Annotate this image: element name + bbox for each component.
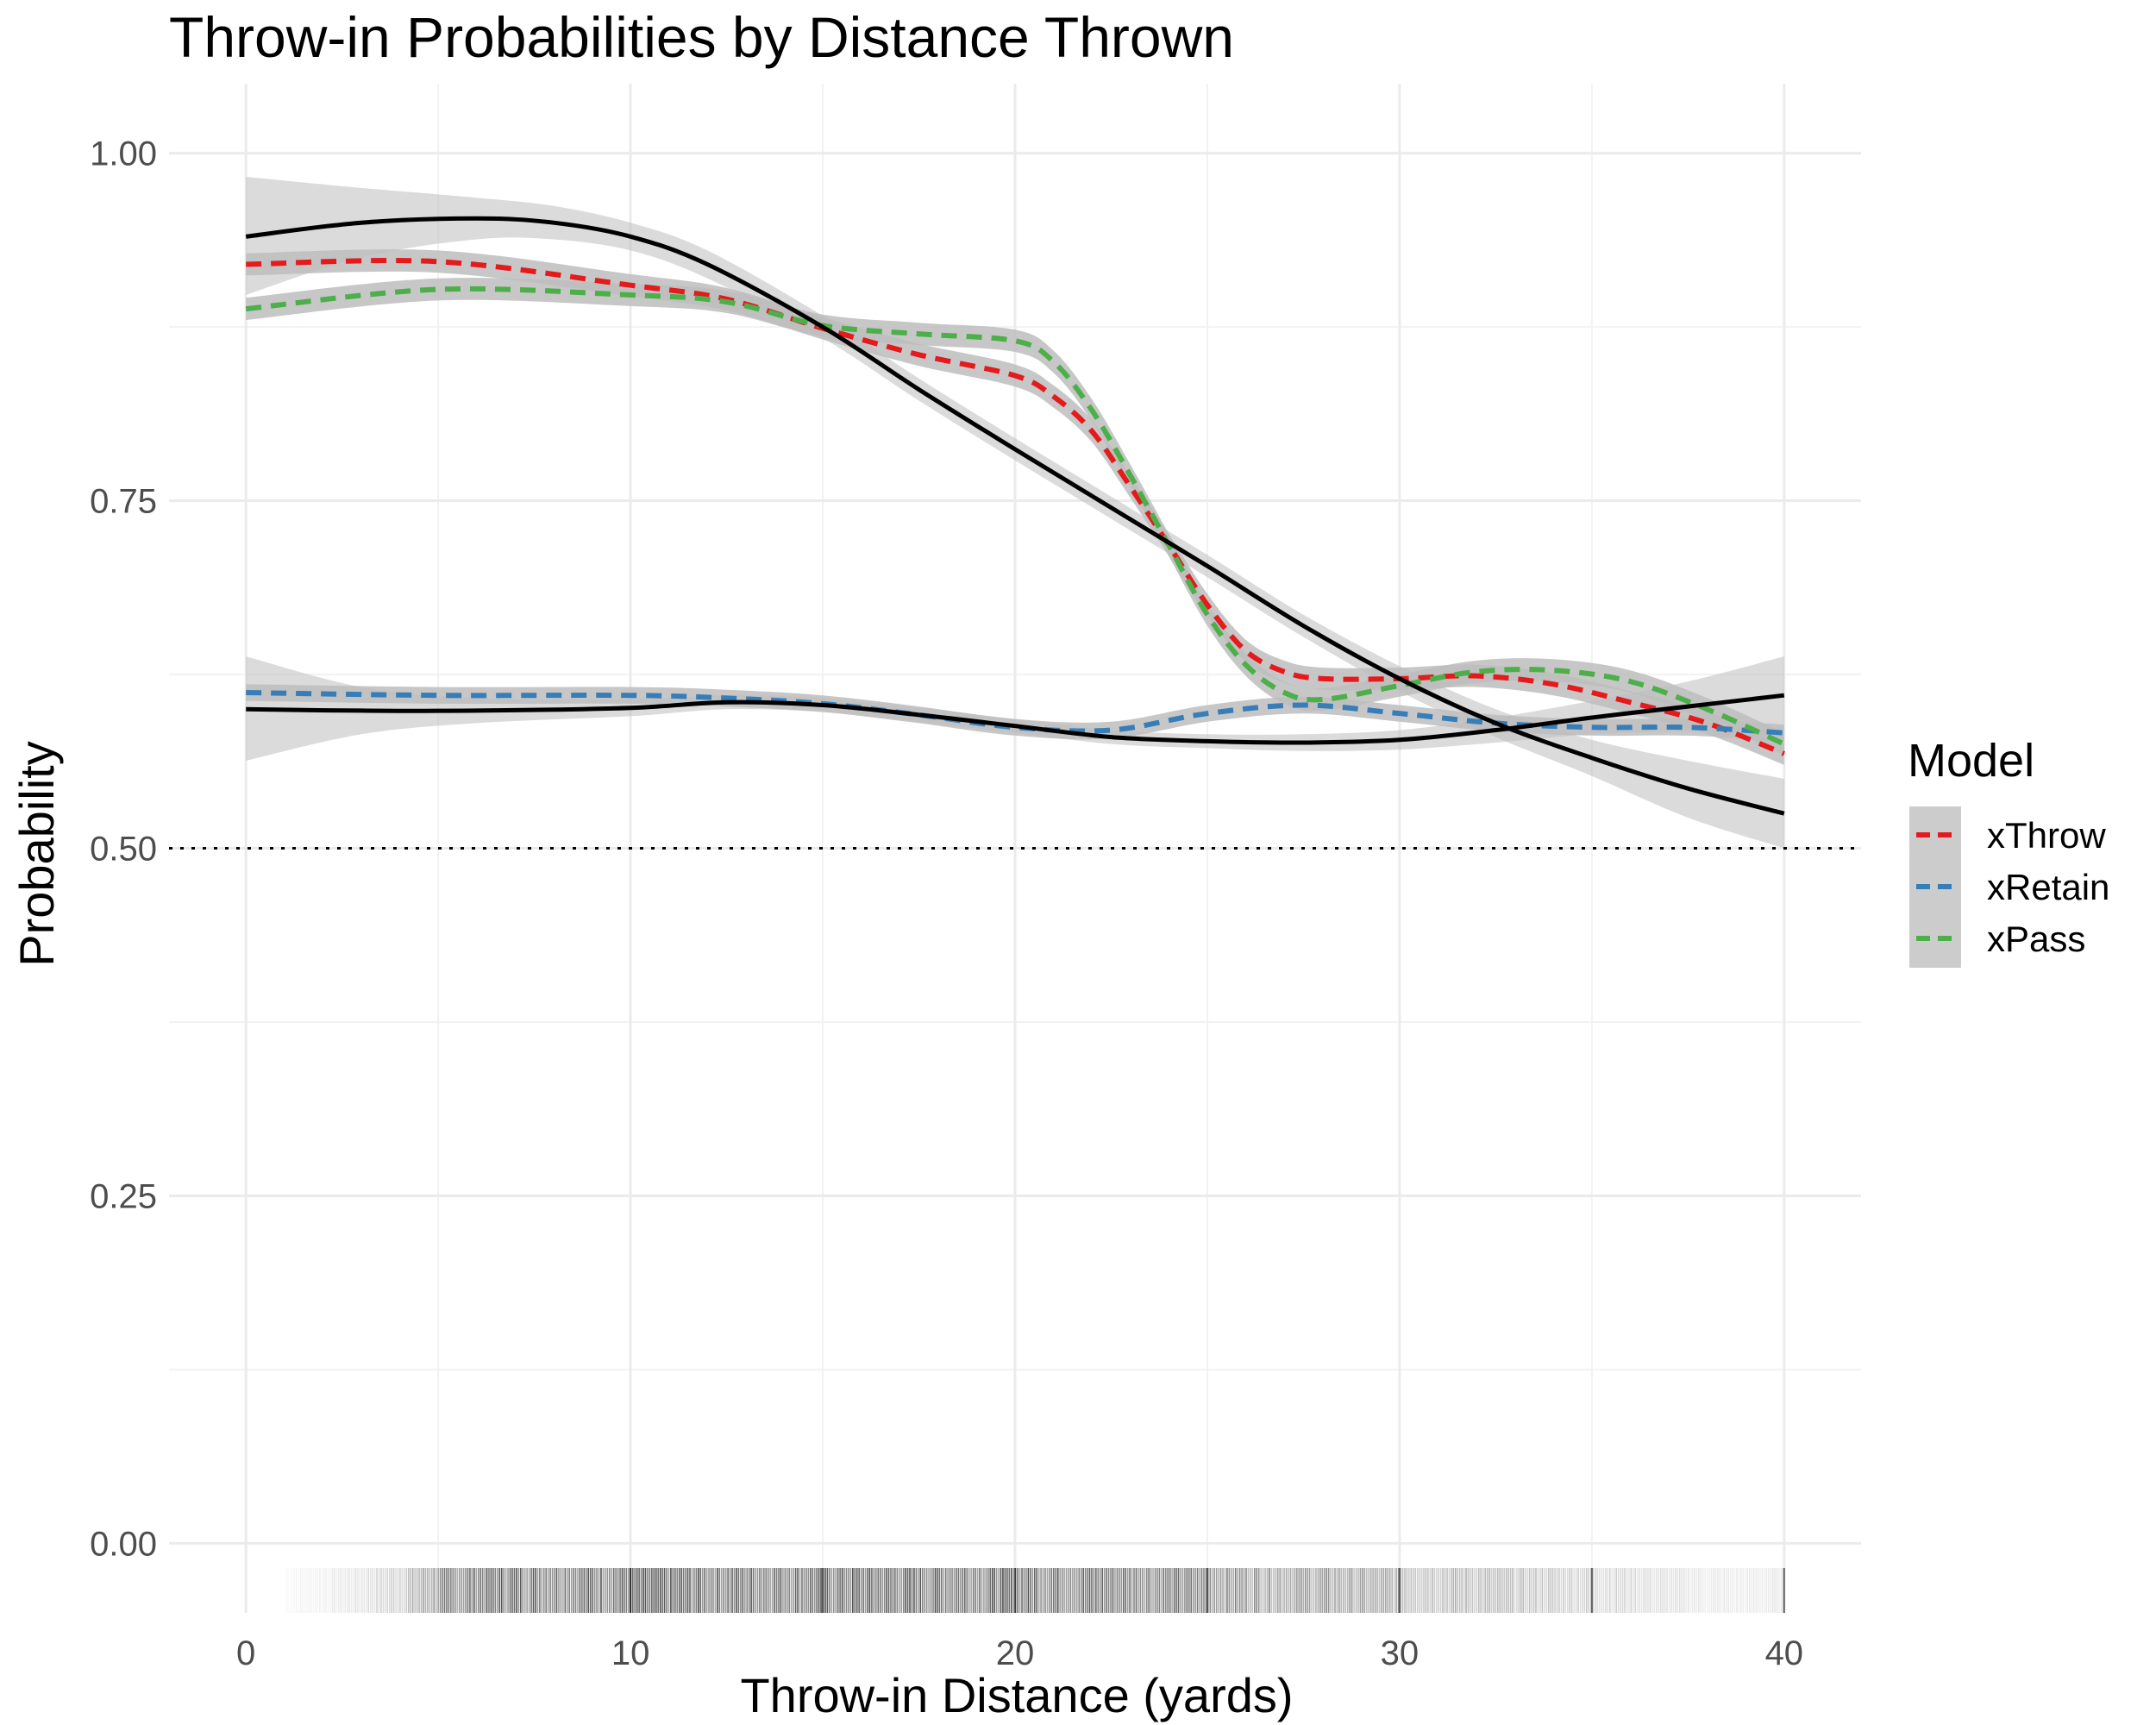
y-tick-label: 1.00 [90,135,157,173]
legend: Model xThrow xRetain xPass [1908,735,2109,968]
x-tick-label: 30 [1381,1634,1420,1672]
y-tick-label: 0.00 [90,1525,157,1563]
legend-label-xretain: xRetain [1987,867,2109,907]
legend-label-xpass: xPass [1987,919,2085,959]
x-tick-label: 0 [236,1634,255,1672]
chart-title: Throw-in Probabilities by Distance Throw… [169,5,1234,69]
series-line-xthrow [246,258,1785,756]
y-tick-label: 0.75 [90,483,157,521]
x-axis-title: Throw-in Distance (yards) [740,1668,1293,1722]
legend-label-xthrow: xThrow [1987,815,2106,856]
confidence-band-4 [246,656,1784,761]
series-line-xpass [245,285,1786,747]
x-tick-label: 10 [611,1634,650,1672]
series-line-observed-4 [246,693,1785,745]
confidence-band-1 [246,684,1784,742]
y-axis-title: Probability [9,741,64,966]
series-lines [169,216,1861,850]
x-tick-label: 20 [996,1634,1035,1672]
y-tick-label: 0.25 [90,1177,157,1215]
series-line-xretain [246,690,1784,736]
tick-labels: 0 10 20 30 40 0.00 0.25 0.50 0.75 1.00 [90,135,1803,1672]
x-tick-label: 40 [1765,1634,1804,1672]
rug-marks [299,1568,1785,1613]
y-tick-label: 0.50 [90,831,157,869]
legend-title: Model [1908,735,2034,787]
